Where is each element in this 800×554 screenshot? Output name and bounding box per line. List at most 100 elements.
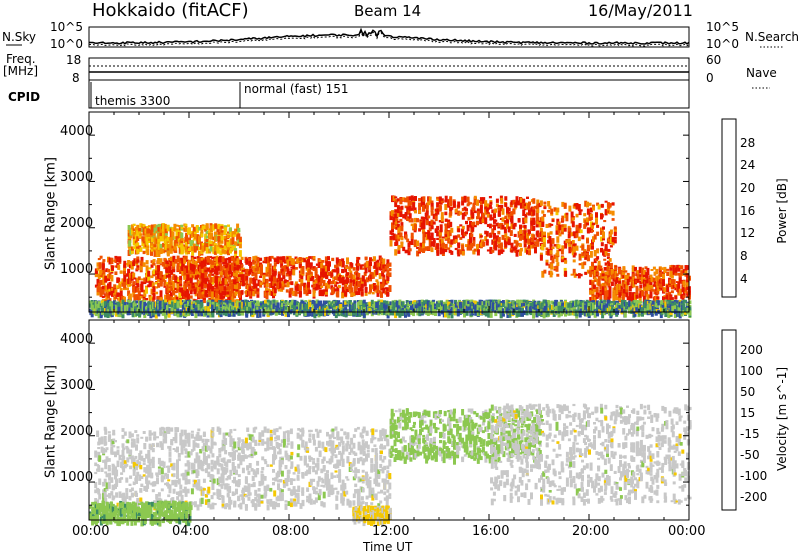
- echo-cell: [189, 265, 193, 271]
- echo-cell: [479, 206, 483, 214]
- echo-cell: [669, 294, 673, 300]
- echo-cell: [294, 290, 298, 297]
- echo-cell: [94, 300, 98, 307]
- echo-cell: [365, 277, 369, 280]
- echo-cell: [391, 215, 394, 218]
- echo-cell: [152, 231, 156, 236]
- echo-cell: [452, 204, 456, 208]
- echo-cell: [484, 230, 488, 235]
- echo-cell: [126, 299, 130, 305]
- echo-cell: [548, 205, 552, 210]
- echo-cell: [436, 249, 440, 256]
- echo-cell: [575, 230, 579, 234]
- echo-cell: [376, 259, 380, 265]
- echo-cell: [189, 302, 193, 306]
- echo-cell: [325, 271, 329, 276]
- echo-cell: [565, 240, 569, 244]
- echo-cell: [288, 291, 292, 298]
- echo-cell: [189, 305, 193, 311]
- echo-cell: [626, 296, 630, 301]
- echo-cell: [579, 245, 583, 248]
- echo-cell: [236, 223, 240, 230]
- echo-cell: [145, 303, 148, 306]
- echo-cell: [495, 203, 499, 207]
- echo-cell: [596, 249, 600, 254]
- echo-cell: [392, 233, 396, 240]
- echo-cell: [227, 224, 230, 227]
- echo-cell: [170, 260, 174, 263]
- echo-cell: [450, 239, 454, 245]
- echo-cell: [155, 291, 159, 295]
- echo-cell: [280, 277, 284, 282]
- echo-cell: [188, 266, 191, 272]
- echo-cell: [380, 259, 383, 264]
- echo-cell: [561, 245, 565, 250]
- echo-cell: [136, 287, 140, 293]
- echo-cell: [548, 236, 552, 243]
- echo-cell: [175, 240, 179, 247]
- echo-cell: [536, 202, 540, 209]
- echo-cell: [570, 273, 574, 276]
- echo-cell: [264, 306, 267, 312]
- echo-cell: [205, 243, 209, 248]
- echo-cell: [682, 290, 686, 296]
- echo-cell: [172, 273, 176, 281]
- echo-cell: [600, 242, 604, 247]
- echo-cell: [638, 266, 642, 274]
- echo-cell: [575, 232, 579, 238]
- echo-cell: [396, 198, 400, 202]
- echo-cell: [248, 257, 252, 264]
- echo-cell: [311, 299, 315, 306]
- echo-cell: [476, 249, 480, 256]
- echo-cell: [268, 256, 272, 262]
- echo-cell: [357, 281, 361, 288]
- echo-cell: [136, 277, 140, 284]
- echo-cell: [97, 273, 101, 280]
- echo-cell: [240, 256, 244, 260]
- echo-cell: [660, 267, 664, 271]
- echo-cell: [380, 268, 383, 271]
- echo-cell: [254, 286, 258, 292]
- echo-cell: [506, 236, 509, 242]
- echo-cell: [238, 304, 242, 310]
- echo-cell: [189, 295, 193, 299]
- echo-cell: [575, 224, 579, 232]
- echo-cell: [162, 232, 166, 239]
- echo-cell: [228, 227, 232, 234]
- echo-cell: [195, 225, 199, 233]
- echo-cell: [127, 268, 131, 275]
- echo-cell: [497, 212, 501, 217]
- echo-cell: [476, 243, 480, 247]
- echo-cell: [226, 247, 230, 252]
- echo-cell: [547, 250, 551, 256]
- echo-cell: [339, 304, 343, 311]
- echo-cell: [461, 212, 465, 220]
- echo-cell: [448, 229, 452, 237]
- echo-cell: [126, 273, 129, 277]
- echo-cell: [436, 198, 440, 201]
- echo-cell: [211, 278, 215, 283]
- echo-cell: [273, 266, 277, 270]
- echo-cell: [267, 257, 270, 264]
- echo-cell: [187, 293, 190, 300]
- echo-cell: [317, 300, 321, 303]
- echo-cell: [192, 238, 196, 241]
- echo-cell: [565, 239, 569, 242]
- echo-cell: [157, 235, 161, 243]
- echo-cell: [231, 266, 234, 271]
- echo-cell: [137, 294, 141, 302]
- echo-cell: [153, 250, 157, 257]
- echo-cell: [110, 274, 114, 282]
- echo-cell: [461, 225, 465, 230]
- echo-cell: [461, 228, 465, 236]
- echo-cell: [350, 263, 354, 268]
- echo-cell: [341, 270, 345, 274]
- echo-cell: [614, 266, 618, 271]
- echo-cell: [194, 260, 198, 264]
- echo-cell: [216, 302, 219, 309]
- echo-cell: [644, 266, 648, 270]
- echo-cell: [214, 237, 218, 241]
- echo-cell: [603, 267, 607, 271]
- echo-cell: [309, 311, 313, 316]
- echo-cell: [278, 307, 282, 310]
